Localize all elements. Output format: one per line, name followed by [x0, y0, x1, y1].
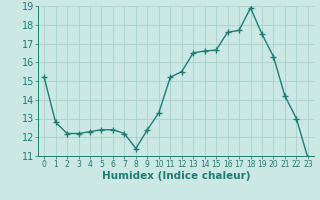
X-axis label: Humidex (Indice chaleur): Humidex (Indice chaleur)	[102, 171, 250, 181]
